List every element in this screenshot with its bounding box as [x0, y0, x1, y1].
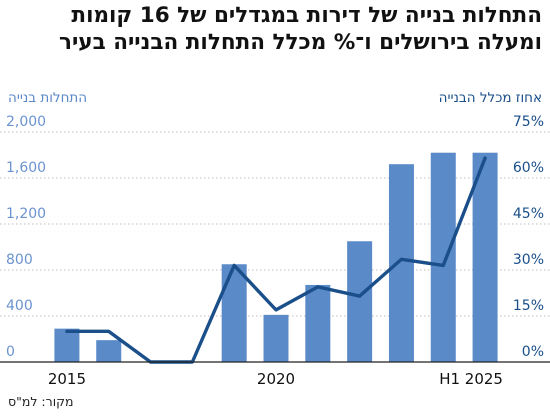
line-series: [65, 156, 487, 364]
right-tick-label: 75%: [513, 114, 544, 130]
x-tick-label: H1 2025: [439, 370, 503, 388]
left-tick-label: 1,600: [6, 160, 46, 176]
bar: [305, 284, 331, 362]
percent-line: [65, 156, 487, 364]
left-tick-label: 1,200: [6, 206, 46, 222]
axes: 0 0% 400 15% 800 30% 1,200 45% 1,600 60% 2,000 75% 2…: [0, 114, 550, 388]
x-tick-label: 2015: [48, 370, 86, 388]
bar: [430, 152, 456, 362]
x-tick-label: 2020: [257, 370, 295, 388]
chart-title-line-2: ומעלה בירושלים ו־% מכלל התחלות הבנייה בע…: [59, 30, 542, 55]
right-axis-title: אחוז מכלל הבנייה: [438, 90, 542, 106]
bar: [388, 164, 414, 362]
source-note: מקור: למ"ס: [8, 394, 74, 409]
left-tick-label: 0: [6, 344, 15, 360]
bar-series: [54, 152, 498, 362]
right-tick-label: 0%: [522, 344, 544, 360]
right-tick-label: 30%: [513, 252, 544, 268]
right-tick-label: 45%: [513, 206, 544, 222]
bar: [96, 340, 122, 362]
left-axis-title: התחלות בנייה: [8, 90, 88, 106]
left-tick-label: 800: [6, 252, 33, 268]
bar: [263, 314, 289, 362]
chart-title-line-1: התחלות בנייה של דירות במגדלים של 16 קומו…: [71, 3, 542, 28]
right-tick-label: 15%: [513, 298, 544, 314]
left-tick-label: 2,000: [6, 114, 46, 130]
bar: [54, 328, 80, 362]
left-tick-label: 400: [6, 298, 33, 314]
gridlines: [0, 131, 550, 317]
right-tick-label: 60%: [513, 160, 544, 176]
bar: [347, 241, 373, 362]
bar: [472, 152, 498, 362]
bar: [221, 264, 247, 362]
chart-title: התחלות בנייה של דירות במגדלים של 16 קומו…: [2, 2, 542, 56]
